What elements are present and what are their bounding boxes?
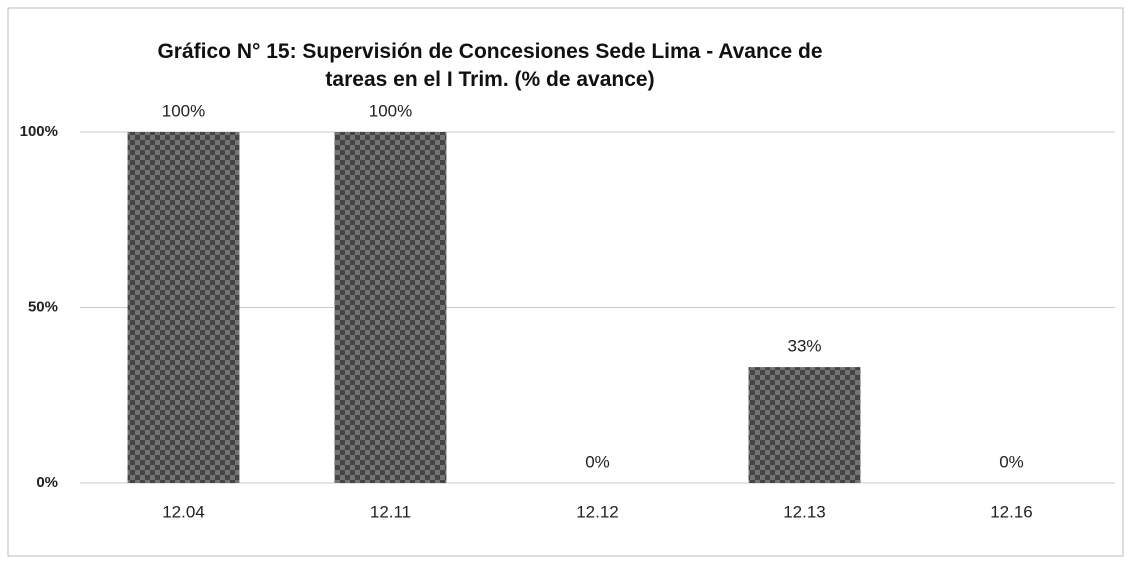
x-tick-label: 12.13: [783, 502, 826, 521]
bar-texture: [127, 132, 240, 483]
bar-texture: [334, 132, 447, 483]
y-tick-label: 100%: [20, 123, 58, 140]
x-tick-label: 12.16: [990, 502, 1033, 521]
x-tick-label: 12.11: [370, 502, 411, 521]
y-tick-label: 50%: [28, 298, 58, 315]
y-tick-label: 0%: [36, 474, 58, 491]
data-label: 100%: [162, 101, 205, 120]
data-label: 0%: [585, 452, 610, 471]
data-label: 100%: [369, 101, 412, 120]
x-tick-label: 12.12: [576, 502, 619, 521]
bar-texture: [748, 367, 861, 483]
data-label: 0%: [999, 452, 1024, 471]
x-tick-label: 12.04: [162, 502, 205, 521]
chart-title: Gráfico N° 15: Supervisión de Concesione…: [157, 40, 823, 91]
data-label: 33%: [787, 337, 821, 356]
chart-frame: [7, 7, 1124, 557]
